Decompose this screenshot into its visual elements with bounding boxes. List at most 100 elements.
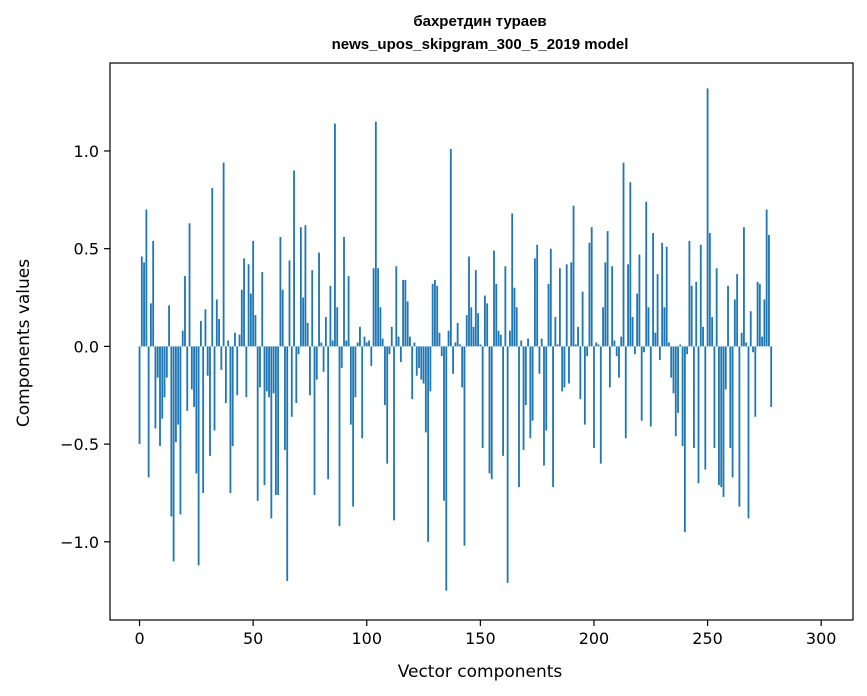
- bar: [440, 346, 443, 357]
- bar: [745, 342, 748, 347]
- bar: [563, 346, 566, 388]
- bar: [670, 346, 673, 378]
- bar: [354, 346, 357, 398]
- bar: [620, 336, 623, 347]
- x-tick-label: 200: [579, 629, 610, 648]
- chart-title: бахретдин тураев: [413, 13, 546, 30]
- bar: [429, 346, 432, 392]
- bar: [270, 346, 273, 519]
- bar: [583, 346, 586, 425]
- bar: [581, 291, 584, 347]
- y-axis-label: Components values: [14, 259, 34, 427]
- bar: [249, 293, 252, 347]
- bar: [365, 342, 368, 347]
- bar: [381, 338, 384, 347]
- bar: [452, 346, 455, 374]
- bar: [261, 272, 264, 347]
- bar: [140, 256, 143, 347]
- bar: [606, 231, 609, 347]
- bar: [229, 346, 232, 493]
- bar: [313, 346, 316, 495]
- y-tick-label: −0.5: [60, 435, 99, 454]
- plot-frame: [109, 62, 854, 621]
- bar: [718, 346, 720, 486]
- bar: [256, 346, 259, 501]
- bar: [424, 346, 427, 433]
- bar: [161, 346, 164, 419]
- bar: [352, 346, 355, 507]
- bar: [545, 346, 548, 431]
- bar: [231, 346, 234, 447]
- bar: [474, 270, 477, 347]
- bar: [329, 285, 332, 347]
- bar: [586, 346, 589, 357]
- bar: [168, 305, 170, 347]
- bar: [406, 301, 409, 347]
- bar: [674, 346, 677, 437]
- bar: [213, 346, 216, 431]
- bar: [465, 315, 468, 347]
- bar: [156, 346, 159, 378]
- x-tick-label: 250: [692, 629, 723, 648]
- bar: [206, 346, 209, 376]
- bar: [186, 346, 189, 411]
- bar: [361, 346, 364, 439]
- bar: [445, 346, 448, 591]
- x-axis-label: Vector components: [398, 662, 563, 682]
- bar: [570, 262, 573, 347]
- bar: [302, 297, 305, 347]
- bar: [763, 299, 766, 347]
- bar: [404, 279, 407, 347]
- bar: [277, 346, 280, 495]
- bar: [631, 317, 634, 347]
- bar: [497, 330, 500, 347]
- bar: [245, 346, 248, 398]
- bar: [768, 234, 770, 347]
- bar: [236, 346, 239, 396]
- bar: [595, 342, 598, 347]
- bar: [731, 346, 734, 478]
- bar: [738, 346, 741, 507]
- bar: [756, 281, 759, 347]
- bar: [368, 340, 370, 347]
- bar: [379, 307, 382, 347]
- bar: [393, 346, 395, 521]
- bar: [688, 240, 691, 347]
- bar: [179, 346, 182, 515]
- bar: [295, 346, 298, 404]
- bar: [327, 346, 330, 480]
- bar: [288, 260, 291, 347]
- bar: [190, 346, 193, 390]
- bar: [177, 346, 180, 425]
- bar: [604, 262, 607, 347]
- x-tick-label: 300: [806, 629, 837, 648]
- bar: [679, 344, 682, 347]
- bar: [170, 346, 173, 517]
- bar: [665, 246, 668, 347]
- bar: [524, 346, 527, 406]
- bar: [747, 346, 750, 519]
- bar: [613, 340, 616, 347]
- x-tick-label: 0: [134, 629, 144, 648]
- bars-group: [138, 88, 773, 591]
- bar: [702, 326, 704, 347]
- bar: [558, 268, 561, 347]
- bar: [661, 242, 664, 347]
- bar: [215, 299, 218, 347]
- bar: [572, 205, 575, 347]
- bar: [384, 346, 386, 406]
- bar: [561, 346, 564, 392]
- bar: [704, 346, 707, 470]
- bar: [733, 299, 736, 347]
- bar: [713, 346, 716, 449]
- bar: [284, 346, 286, 450]
- bar: [554, 317, 557, 347]
- bar: [434, 279, 436, 347]
- bar: [729, 346, 732, 449]
- bar: [654, 332, 657, 347]
- bar: [188, 223, 191, 347]
- bar: [252, 240, 255, 347]
- bar: [484, 295, 486, 347]
- bar: [715, 268, 718, 347]
